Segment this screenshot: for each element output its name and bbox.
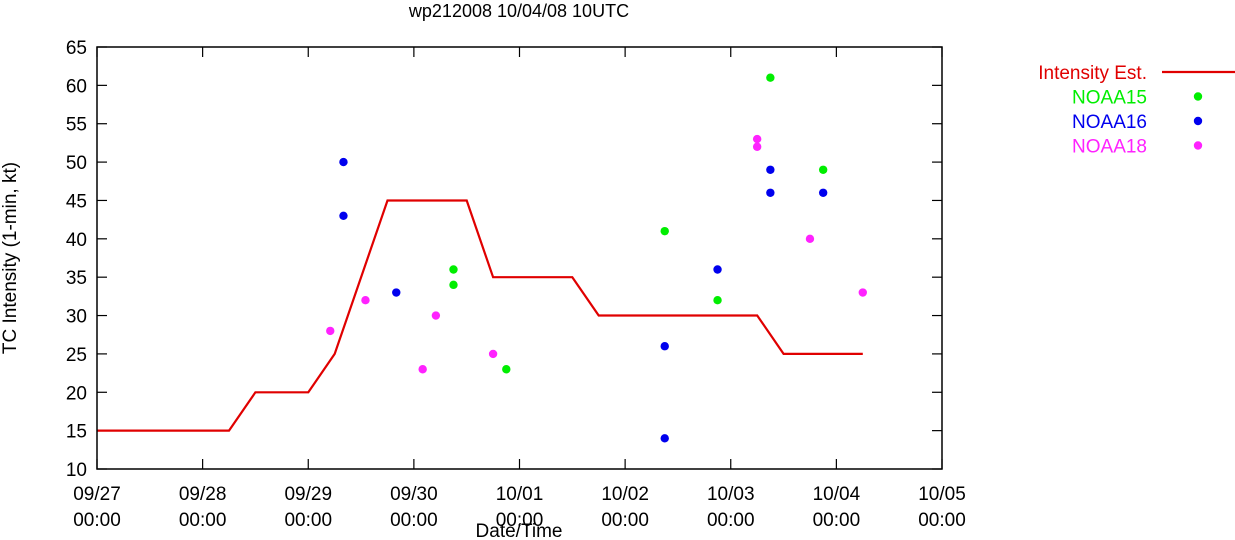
x-tick-label-date: 10/02: [601, 484, 649, 505]
data-point-noaa18: [752, 142, 762, 151]
x-tick-label-date: 10/03: [707, 484, 755, 505]
data-point-noaa18: [805, 234, 815, 244]
data-point-noaa18: [858, 288, 867, 297]
legend-label-noaa18: NOAA18: [1072, 137, 1147, 158]
y-axis-label: TC Intensity (1-min, kt): [0, 162, 21, 354]
data-point-noaa18: [418, 365, 427, 374]
y-tick-label: 40: [66, 230, 87, 251]
x-tick-label-date: 09/27: [73, 484, 121, 505]
data-point-noaa15: [449, 280, 458, 290]
legend-swatch-noaa18: [1193, 141, 1203, 150]
legend-swatch-noaa16: [1193, 116, 1203, 126]
y-tick-label: 25: [66, 345, 87, 366]
legend-label-noaa16: NOAA16: [1072, 112, 1147, 133]
x-tick-label-date: 09/28: [179, 484, 227, 505]
y-tick-label: 60: [66, 76, 87, 97]
y-tick-label: 45: [66, 191, 87, 212]
data-point-noaa16: [660, 434, 669, 443]
data-point-noaa15: [713, 296, 722, 305]
y-tick-label: 30: [66, 307, 87, 328]
data-point-noaa16: [660, 342, 669, 351]
x-axis-ticks: 09/27 00:00 09/28 00:00 09/29 00:00 09/30 00:00…: [73, 47, 966, 531]
x-tick-label-time: 00:00: [284, 510, 332, 531]
data-point-noaa16: [818, 188, 828, 197]
y-tick-label: 55: [66, 115, 87, 136]
x-tick-label-time: 00:00: [918, 510, 966, 531]
x-tick-label-time: 00:00: [601, 510, 649, 531]
y-axis-ticks: 10 15 20 25 30 35 40 45 50 55 60 65: [66, 38, 942, 481]
data-point-noaa15: [766, 73, 775, 82]
legend-label-noaa15: NOAA15: [1072, 88, 1147, 109]
data-point-noaa15: [818, 165, 828, 174]
y-tick-label: 10: [66, 460, 87, 481]
series-line-intensity-est: [97, 199, 863, 432]
data-point-noaa16: [339, 157, 348, 167]
x-tick-label-time: 00:00: [390, 510, 438, 531]
y-tick-label: 15: [66, 422, 87, 443]
data-point-noaa18: [361, 296, 370, 305]
chart-title: wp212008 10/04/08 10UTC: [408, 1, 629, 21]
x-tick-label-time: 00:00: [813, 510, 861, 531]
x-tick-label-time: 00:00: [73, 510, 121, 531]
data-point-noaa18: [488, 349, 498, 359]
data-point-noaa16: [766, 188, 775, 197]
y-tick-label: 65: [66, 38, 87, 59]
x-tick-label-date: 10/04: [813, 484, 861, 505]
x-tick-label-time: 00:00: [707, 510, 755, 531]
data-point-noaa16: [392, 288, 401, 297]
data-point-noaa16: [766, 165, 775, 174]
data-point-noaa18: [431, 311, 441, 320]
plot-area: [97, 73, 867, 443]
y-tick-label: 20: [66, 383, 87, 404]
x-tick-label-time: 00:00: [496, 510, 544, 531]
x-tick-label-time: 00:00: [179, 510, 227, 531]
data-point-noaa18: [752, 134, 762, 144]
y-tick-label: 35: [66, 268, 87, 289]
x-tick-label-date: 10/05: [918, 484, 966, 505]
data-point-noaa16: [339, 211, 348, 220]
data-point-noaa16: [713, 265, 722, 274]
x-tick-label-date: 10/01: [496, 484, 544, 505]
legend-swatch-noaa15: [1193, 92, 1203, 101]
data-point-noaa15: [660, 226, 669, 236]
legend: Intensity Est. NOAA15 NOAA16 NOAA18: [1038, 63, 1235, 158]
legend-label-intensity-est: Intensity Est.: [1038, 63, 1147, 84]
x-tick-label-date: 09/29: [284, 484, 332, 505]
x-axis-label: Date/Time: [476, 521, 563, 540]
x-tick-label-date: 09/30: [390, 484, 438, 505]
data-point-noaa15: [449, 265, 458, 274]
plot-frame: [96, 46, 943, 470]
data-point-noaa18: [326, 326, 335, 336]
y-tick-label: 50: [66, 153, 87, 174]
data-point-noaa15: [502, 365, 511, 374]
